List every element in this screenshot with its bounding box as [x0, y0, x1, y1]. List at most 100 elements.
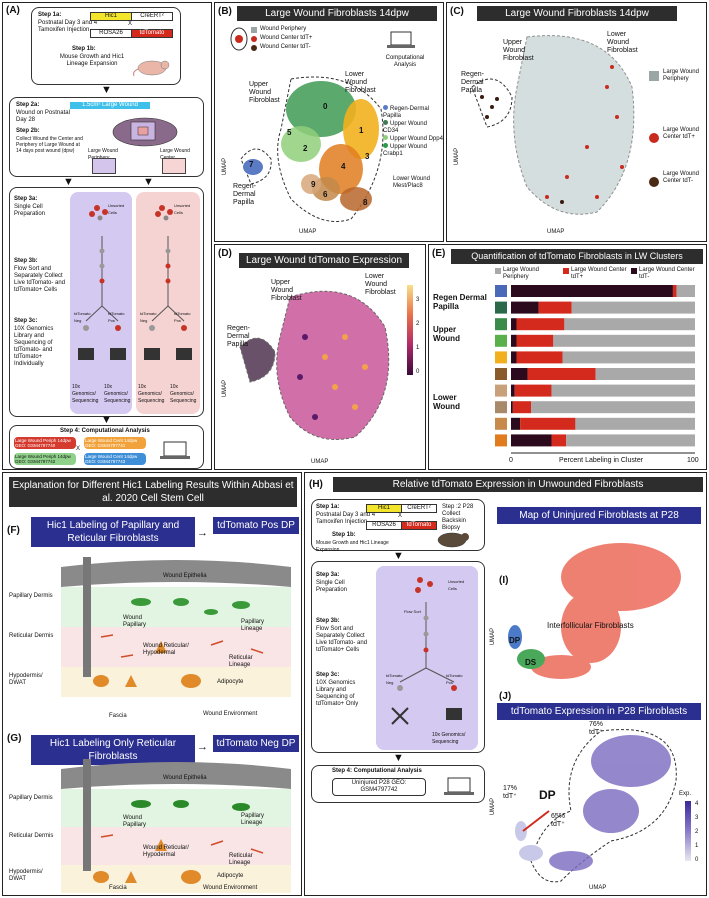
panel-h-label: (H) [309, 479, 323, 490]
g-hypodermis: Hypodermis/ DWAT [9, 869, 43, 882]
geo2: Large Wound Cent 14dpw GEO: GSM4797741 [84, 437, 146, 449]
step2-box: Step 2a: Wound on Postnatal Day 28 1.5cm… [9, 97, 204, 177]
scale-d-0: 0 [416, 369, 420, 375]
legend-c-item2: Large Wound Center tdT+ [663, 127, 699, 140]
h-step1a-title: Step 1a: [316, 504, 340, 510]
panel-f-result: tdTomato Pos DP [213, 517, 299, 534]
down-arrow-2b: ▼ [143, 176, 154, 188]
scale-j-4: 4 [695, 801, 699, 807]
panel-f-label: (F) [7, 525, 20, 536]
seq-label-4: 10x Genomics/ Sequencing [170, 384, 197, 404]
group-lower: Lower Wound [433, 393, 460, 411]
step1b-sub: Mouse Growth and Hic1 Lineage Expansion [59, 54, 125, 67]
x-label-e: Percent Labeling in Cluster [559, 457, 644, 464]
bar-segment [672, 285, 677, 297]
tdtpos-points [545, 65, 624, 199]
bar-segment [553, 334, 695, 347]
cluster-legend: Regen-Dermal Papilla Upper Wound CD34 Up… [383, 105, 443, 190]
legend-e-sq1 [495, 268, 501, 274]
cluster-swatch [495, 285, 507, 297]
mouse-illustration-h [437, 532, 469, 548]
panel-d: (D) Large Wound tdTomato Expression Uppe… [214, 244, 426, 470]
x-max-e: 100 [687, 457, 699, 464]
g-wound-env: Wound Environment [203, 885, 258, 891]
g-papillary-lineage: Papillary Lineage [241, 813, 265, 826]
bar-segment [551, 384, 695, 397]
panel-d-title: Large Wound tdTomato Expression [239, 253, 409, 268]
comp-label: Computational Analysis [385, 55, 425, 68]
skin-diagram-f [61, 557, 291, 697]
panel-j-title: tdTomato Expression in P28 Fibroblasts [497, 703, 701, 720]
h-step3c-sub: 10X Genomics Library and Sequencing of t… [316, 680, 359, 707]
cl-leg-0-text: Regen-Dermal Papilla [383, 106, 430, 119]
h-step4-title: Step 4: Computational Analysis [332, 768, 422, 774]
f-wound-papillary: Wound Papillary [123, 615, 147, 628]
umap-x-b: UMAP [299, 229, 317, 235]
step3c-title: Step 3c: [14, 318, 38, 324]
j-pct65: 65% tdT⁺ [551, 813, 566, 828]
scale-j-3: 3 [695, 815, 699, 821]
down-arrow-3: ▼ [101, 414, 112, 426]
step3c-sub: 10X Genomics Library and Sequencing of t… [14, 326, 54, 367]
f-ret-lineage: Reticular Lineage [229, 655, 253, 668]
h-step3c-title: Step 3c: [316, 672, 340, 678]
step2b-title: Step 2b: [16, 128, 40, 134]
geo3: Large Wound Periph 14dpw GEO: GSM4797742 [14, 453, 76, 465]
legend-b-dot3 [251, 45, 257, 51]
laptop-icon [387, 31, 415, 48]
h-step1a-sub1: Postnatal Day 3 and 4 [316, 512, 376, 518]
h-step4-box: Step 4: Computational Analysis Uninjured… [311, 765, 485, 803]
result-arrow-g: → [197, 741, 208, 753]
expression-umap [239, 290, 390, 440]
geo4: Large Wound Cent 14dpw GEO: GSM4797743 [84, 453, 146, 465]
cl-leg-3-text: Upper Wound Crabp1 [383, 144, 427, 157]
tdtneg-points [480, 95, 564, 204]
legend-c-item1: Large Wound Periphery [663, 69, 699, 82]
periphery-square [92, 158, 116, 174]
h-down-arrow-2: ▼ [393, 752, 404, 764]
panel-c-label: (C) [450, 6, 464, 17]
colorbar-j [685, 801, 691, 861]
bar-segment [511, 334, 517, 347]
cross-x: X [128, 21, 133, 27]
step4-title: Step 4: Computational Analysis [60, 428, 150, 434]
legend-e-sq3 [631, 268, 637, 274]
g-ret-lineage: Reticular Lineage [229, 853, 253, 866]
cluster-swatch [495, 401, 507, 414]
seq-label-2: 10x Genomics/ Sequencing [104, 384, 131, 404]
geo-cross: X [76, 446, 81, 452]
panel-e-label: (E) [432, 248, 446, 259]
umap-x-d: UMAP [311, 459, 329, 465]
bar-segment [538, 301, 572, 314]
umap-x-j: UMAP [589, 885, 607, 891]
g-wound-ret: Wound Reticular/ Hypodermal [143, 845, 189, 858]
panel-g-result: tdTomato Neg DP [213, 735, 299, 752]
j-pct76: 76% tdT⁺ [589, 721, 604, 736]
skin-diagram-g [61, 759, 291, 893]
flow-sort-illustration [78, 205, 192, 360]
h-step1a-sub2: Tamoxifen Injection [316, 519, 368, 525]
bar-segment [511, 301, 539, 314]
cluster-3: 3 [365, 152, 370, 161]
upper-label-b: Upper Wound Fibroblast [249, 81, 280, 104]
bar-segment [676, 285, 695, 297]
step4-box: Step 4: Computational Analysis Large Wou… [9, 425, 204, 469]
cluster-2: 2 [303, 144, 308, 153]
down-arrow-2a: ▼ [63, 176, 74, 188]
cluster-swatch [495, 318, 507, 331]
umap-y-b: UMAP [222, 157, 229, 176]
bar-segment [516, 334, 554, 347]
step1-box: Step 1a: Postnatal Day 3 and 4 Tamoxifen… [31, 7, 181, 85]
step1a-sub1: Postnatal Day 3 and 4 [38, 20, 98, 26]
legend-b-item3: Wound Center tdT- [260, 44, 311, 50]
h-step3a-sub: Single Cell Preparation [316, 580, 348, 593]
f-wound-ret: Wound Reticular/ Hypodermal [143, 643, 189, 656]
bar-segment [564, 318, 695, 331]
f-wound-env: Wound Environment [203, 711, 258, 717]
bar-segment [571, 301, 695, 314]
result-arrow-f: → [197, 527, 208, 539]
scale-j-0: 0 [695, 857, 699, 863]
umap-x-c: UMAP [547, 229, 565, 235]
j-dp: DP [539, 788, 556, 802]
f-fascia: Fascia [109, 713, 127, 719]
